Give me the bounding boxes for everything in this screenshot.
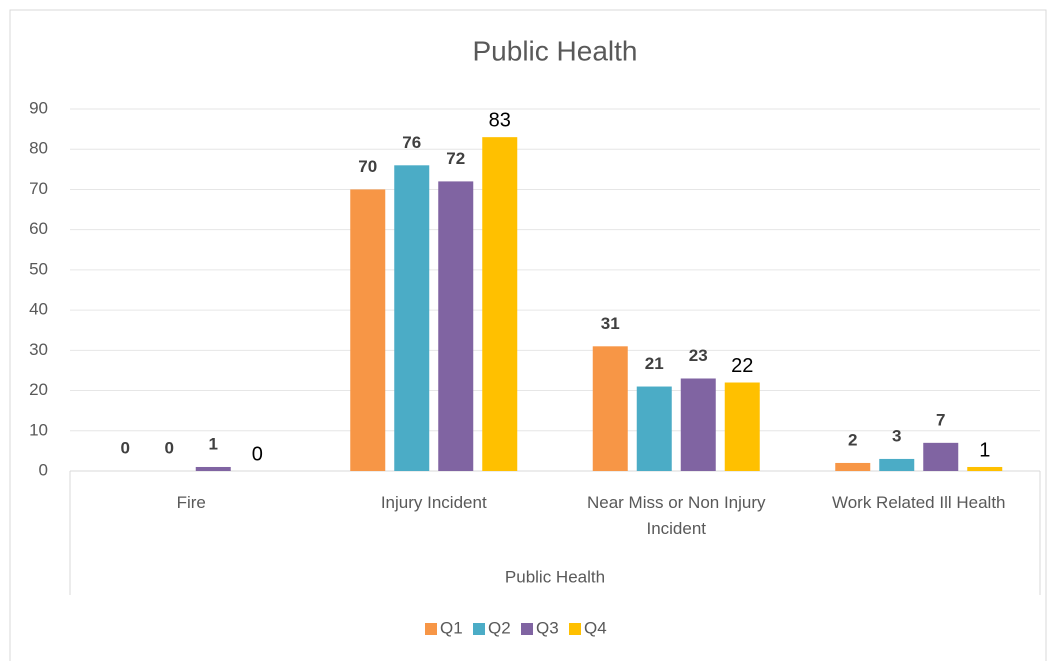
bar — [195, 466, 231, 471]
y-tick-label: 30 — [29, 340, 48, 359]
data-label: 83 — [489, 109, 511, 131]
x-tick-label: Fire — [176, 493, 206, 512]
data-label: 1 — [209, 434, 218, 453]
chart-border — [9, 9, 1047, 661]
bar — [350, 189, 386, 471]
data-label: 23 — [689, 346, 708, 365]
y-tick-label: 40 — [29, 300, 48, 319]
bar — [835, 462, 871, 471]
data-label: 76 — [402, 133, 421, 152]
bar — [636, 386, 672, 471]
data-label: 1 — [979, 439, 990, 461]
x-tick-label: Work Related Ill Health — [831, 493, 1006, 512]
bar — [482, 137, 518, 471]
bar — [724, 382, 760, 471]
y-tick-label: 10 — [29, 420, 48, 439]
legend-label: Q4 — [584, 618, 607, 637]
y-tick-label: 60 — [29, 219, 48, 238]
bar — [967, 466, 1003, 471]
y-tick-label: 0 — [39, 460, 48, 479]
legend-swatch — [473, 623, 485, 635]
data-label: 0 — [121, 438, 130, 457]
data-label: 21 — [645, 354, 664, 373]
data-label: 72 — [446, 149, 465, 168]
x-group-label: Public Health — [505, 567, 605, 586]
bar — [923, 442, 959, 471]
y-tick-label: 80 — [29, 139, 48, 158]
data-label: 0 — [165, 438, 174, 457]
legend-swatch — [521, 623, 533, 635]
y-tick-label: 90 — [29, 98, 48, 117]
bar — [438, 181, 474, 471]
data-label: 2 — [848, 430, 857, 449]
data-label: 7 — [936, 410, 945, 429]
legend-swatch — [569, 623, 581, 635]
data-label: 22 — [731, 355, 753, 377]
bar — [879, 458, 915, 471]
y-tick-label: 20 — [29, 380, 48, 399]
data-label: 70 — [358, 157, 377, 176]
legend-label: Q2 — [488, 618, 511, 637]
data-label: 31 — [601, 314, 620, 333]
bar — [592, 346, 628, 471]
bar — [394, 165, 430, 472]
chart-title: Public Health — [473, 35, 638, 66]
x-tick-label: Injury Incident — [380, 493, 487, 512]
data-label: 0 — [252, 443, 263, 465]
data-label: 3 — [892, 426, 901, 445]
legend-label: Q3 — [536, 618, 559, 637]
y-tick-label: 70 — [29, 179, 48, 198]
y-tick-label: 50 — [29, 259, 48, 278]
x-tick-label: Near Miss or Non Injury Incident — [586, 493, 766, 538]
legend-label: Q1 — [440, 618, 463, 637]
bar — [680, 378, 716, 471]
legend-swatch — [425, 623, 437, 635]
